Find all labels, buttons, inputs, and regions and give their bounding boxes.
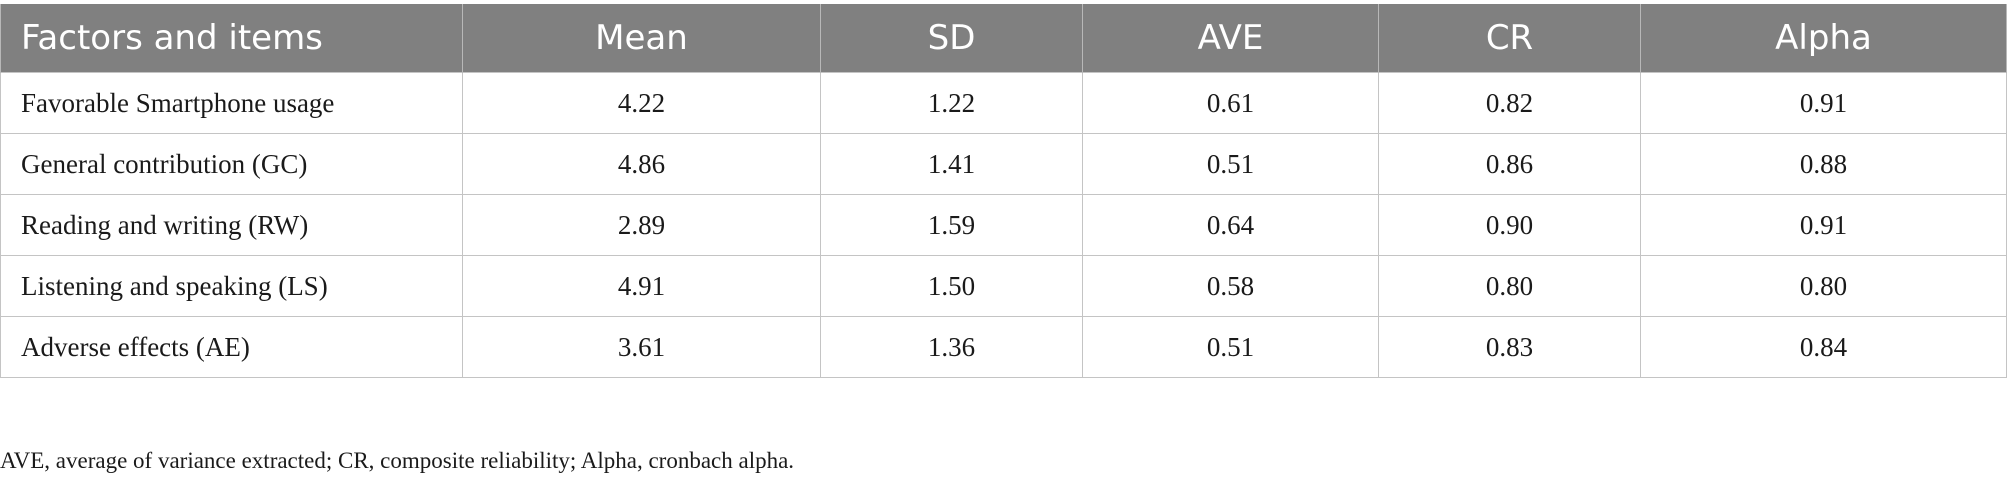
column-header-factors: Factors and items xyxy=(0,4,463,73)
sd-cell: 1.22 xyxy=(820,72,1083,134)
row-label: Listening and speaking (LS) xyxy=(0,255,463,317)
cr-cell: 0.86 xyxy=(1378,133,1641,195)
cr-cell: 0.80 xyxy=(1378,255,1641,317)
ave-cell: 0.51 xyxy=(1082,316,1379,378)
sd-cell: 1.50 xyxy=(820,255,1083,317)
ave-cell: 0.61 xyxy=(1082,72,1379,134)
table-row: Adverse effects (AE) 3.61 1.36 0.51 0.83… xyxy=(0,316,2007,378)
factors-table: Factors and items Mean SD AVE CR Alpha F… xyxy=(0,4,2007,378)
row-label: Favorable Smartphone usage xyxy=(0,72,463,134)
alpha-cell: 0.80 xyxy=(1640,255,2007,317)
alpha-cell: 0.91 xyxy=(1640,194,2007,256)
table-footnote: AVE, average of variance extracted; CR, … xyxy=(0,448,795,473)
cr-cell: 0.90 xyxy=(1378,194,1641,256)
sd-cell: 1.59 xyxy=(820,194,1083,256)
table-row: Favorable Smartphone usage 4.22 1.22 0.6… xyxy=(0,72,2007,134)
ave-cell: 0.58 xyxy=(1082,255,1379,317)
alpha-cell: 0.91 xyxy=(1640,72,2007,134)
ave-cell: 0.51 xyxy=(1082,133,1379,195)
row-label: Adverse effects (AE) xyxy=(0,316,463,378)
column-header-ave: AVE xyxy=(1082,4,1379,73)
row-label: General contribution (GC) xyxy=(0,133,463,195)
ave-cell: 0.64 xyxy=(1082,194,1379,256)
table-header-row: Factors and items Mean SD AVE CR Alpha xyxy=(0,4,2007,73)
alpha-cell: 0.88 xyxy=(1640,133,2007,195)
mean-cell: 4.91 xyxy=(462,255,821,317)
column-header-mean: Mean xyxy=(462,4,821,73)
alpha-cell: 0.84 xyxy=(1640,316,2007,378)
data-table-container: Factors and items Mean SD AVE CR Alpha F… xyxy=(0,4,2008,378)
mean-cell: 4.22 xyxy=(462,72,821,134)
column-header-sd: SD xyxy=(820,4,1083,73)
mean-cell: 2.89 xyxy=(462,194,821,256)
mean-cell: 3.61 xyxy=(462,316,821,378)
column-header-cr: CR xyxy=(1378,4,1641,73)
sd-cell: 1.41 xyxy=(820,133,1083,195)
mean-cell: 4.86 xyxy=(462,133,821,195)
cr-cell: 0.82 xyxy=(1378,72,1641,134)
sd-cell: 1.36 xyxy=(820,316,1083,378)
cr-cell: 0.83 xyxy=(1378,316,1641,378)
table-row: Reading and writing (RW) 2.89 1.59 0.64 … xyxy=(0,194,2007,256)
row-label: Reading and writing (RW) xyxy=(0,194,463,256)
table-row: Listening and speaking (LS) 4.91 1.50 0.… xyxy=(0,255,2007,317)
column-header-alpha: Alpha xyxy=(1640,4,2007,73)
table-row: General contribution (GC) 4.86 1.41 0.51… xyxy=(0,133,2007,195)
